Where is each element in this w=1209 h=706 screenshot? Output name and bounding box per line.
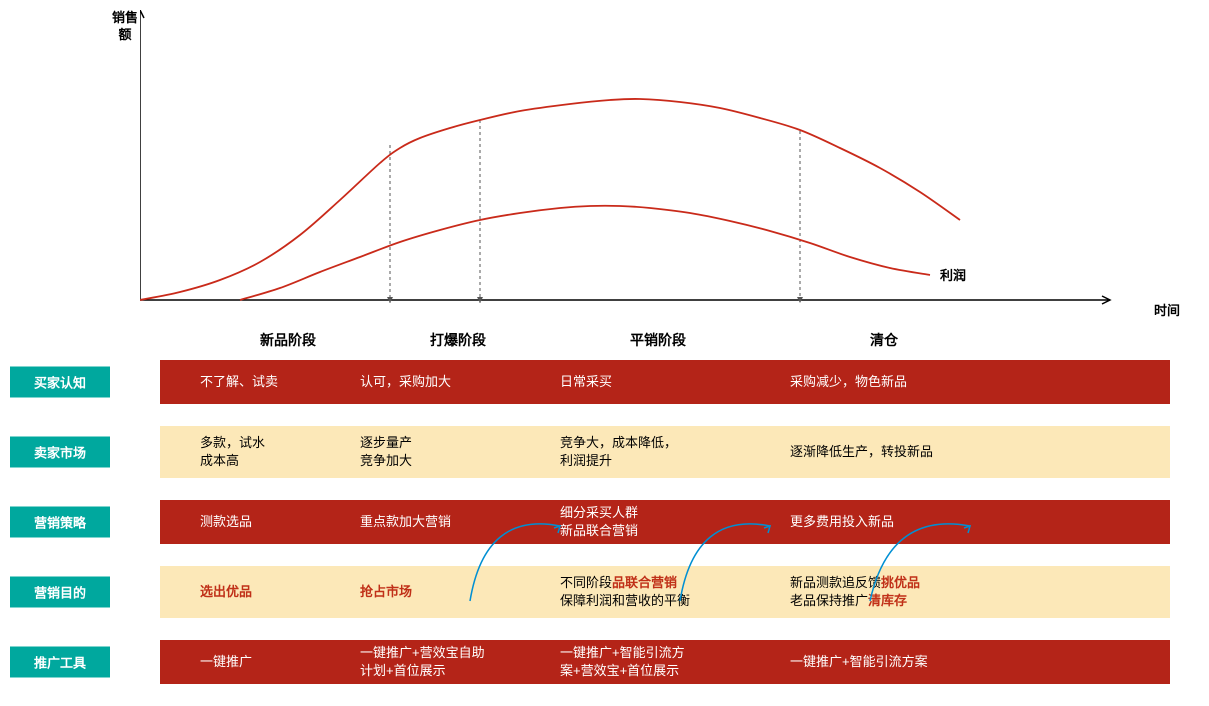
row-label: 卖家市场 [10,437,110,468]
row-cell: 逐渐降低生产，转投新品 [790,443,933,461]
row-band: 一键推广 一键推广+营效宝自助计划+首位展示 一键推广+智能引流方案+营效宝+首位展… [160,640,1170,684]
row-cell: 逐步量产竞争加大 [360,434,412,470]
row-label: 营销策略 [10,507,110,538]
row-cell: 一键推广 [200,653,252,671]
chart-svg [140,10,1130,320]
row-cell: 一键推广+智能引流方案+营效宝+首位展示 [560,644,685,680]
row-cell: 一键推广+智能引流方案 [790,653,928,671]
y-axis-label: 销售 额 [110,10,140,44]
row-cell: 重点款加大营销 [360,513,451,531]
info-row: 推广工具 一键推广 一键推广+营效宝自助计划+首位展示 一键推广+智能引流方案+营效宝… [10,640,1170,684]
stage-header: 打爆阶段 [430,330,486,350]
row-cell: 细分采买人群新品联合营销 [560,504,638,540]
row-cell: 日常采买 [560,373,612,391]
row-cell: 竞争大，成本降低，利润提升 [560,434,677,470]
row-band: 选出优品 抢占市场 不同阶段品联合营销保障利润和营收的平衡 新品测款追反馈挑优品老品保… [160,566,1170,618]
stage-header: 清仓 [870,330,898,350]
lifecycle-chart: 销售 额 时间 利润 [110,10,1130,320]
row-cell: 采购减少，物色新品 [790,373,907,391]
stage-header: 新品阶段 [260,330,316,350]
row-label: 营销目的 [10,577,110,608]
row-cell: 测款选品 [200,513,252,531]
info-row: 营销目的 选出优品 抢占市场 不同阶段品联合营销保障利润和营收的平衡 新品测款追反馈挑优… [10,566,1170,618]
info-row: 买家认知 不了解、试卖 认可，采购加大 日常采买 采购减少，物色新品 [10,360,1170,404]
row-band: 不了解、试卖 认可，采购加大 日常采买 采购减少，物色新品 [160,360,1170,404]
row-cell: 多款，试水成本高 [200,434,265,470]
stage-header: 平销阶段 [630,330,686,350]
rows-area: 买家认知 不了解、试卖 认可，采购加大 日常采买 采购减少，物色新品卖家市场 多款，试水成… [10,360,1170,706]
row-cell: 选出优品 [200,583,252,601]
row-cell: 更多费用投入新品 [790,513,894,531]
row-cell: 认可，采购加大 [360,373,451,391]
row-band: 多款，试水成本高 逐步量产竞争加大 竞争大，成本降低，利润提升 逐渐降低生产，转投新品 [160,426,1170,478]
row-cell: 新品测款追反馈挑优品老品保持推广清库存 [790,574,920,610]
info-row: 营销策略 测款选品 重点款加大营销 细分采买人群新品联合营销 更多费用投入新品 [10,500,1170,544]
info-row: 卖家市场 多款，试水成本高 逐步量产竞争加大 竞争大，成本降低，利润提升 逐渐降低生产，… [10,426,1170,478]
row-band: 测款选品 重点款加大营销 细分采买人群新品联合营销 更多费用投入新品 [160,500,1170,544]
row-cell: 不同阶段品联合营销保障利润和营收的平衡 [560,574,690,610]
row-cell: 不了解、试卖 [200,373,278,391]
row-cell: 抢占市场 [360,583,412,601]
row-cell: 一键推广+营效宝自助计划+首位展示 [360,644,485,680]
row-label: 推广工具 [10,647,110,678]
row-label: 买家认知 [10,367,110,398]
x-axis-label: 时间 [1154,300,1180,319]
